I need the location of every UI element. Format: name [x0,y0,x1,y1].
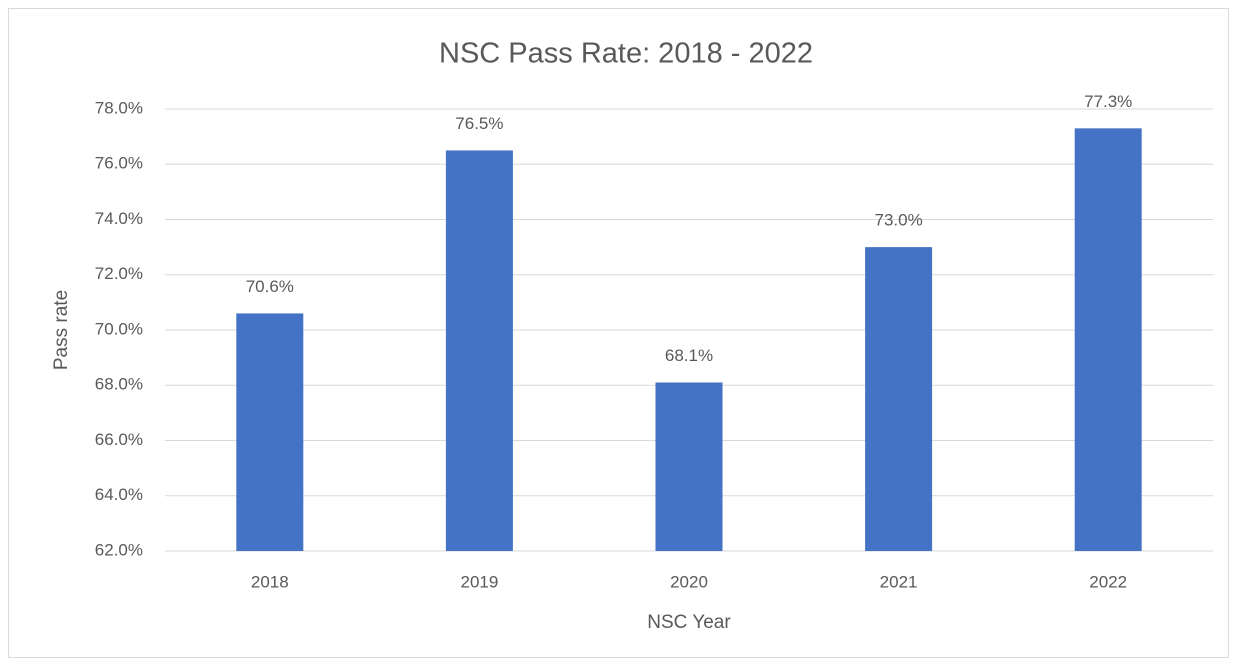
bar [236,313,304,551]
x-tick-label: 2020 [670,572,708,591]
y-tick-label: 76.0% [95,154,143,173]
y-tick-label: 68.0% [95,375,143,394]
chart-border [8,8,1229,658]
chart-title: NSC Pass Rate: 2018 - 2022 [439,38,813,70]
x-tick-label: 2018 [251,572,289,591]
data-label: 73.0% [874,211,922,230]
x-tick-label: 2022 [1089,572,1127,591]
data-label: 77.3% [1084,92,1132,111]
y-tick-label: 62.0% [95,540,143,559]
x-tick-label: 2019 [460,572,498,591]
x-axis-label: NSC Year [647,612,731,633]
y-tick-label: 66.0% [95,430,143,449]
y-tick-label: 64.0% [95,485,143,504]
y-axis-label: Pass rate [51,290,72,370]
y-tick-label: 74.0% [95,209,143,228]
y-tick-label: 72.0% [95,264,143,283]
bar [1074,128,1142,551]
y-tick-label: 78.0% [95,98,143,117]
data-label: 68.1% [665,346,713,365]
bar [655,382,723,551]
bar [865,247,933,551]
bar [445,150,513,551]
y-tick-label: 70.0% [95,319,143,338]
x-tick-label: 2021 [880,572,918,591]
data-label: 76.5% [455,114,503,133]
data-label: 70.6% [246,277,294,296]
